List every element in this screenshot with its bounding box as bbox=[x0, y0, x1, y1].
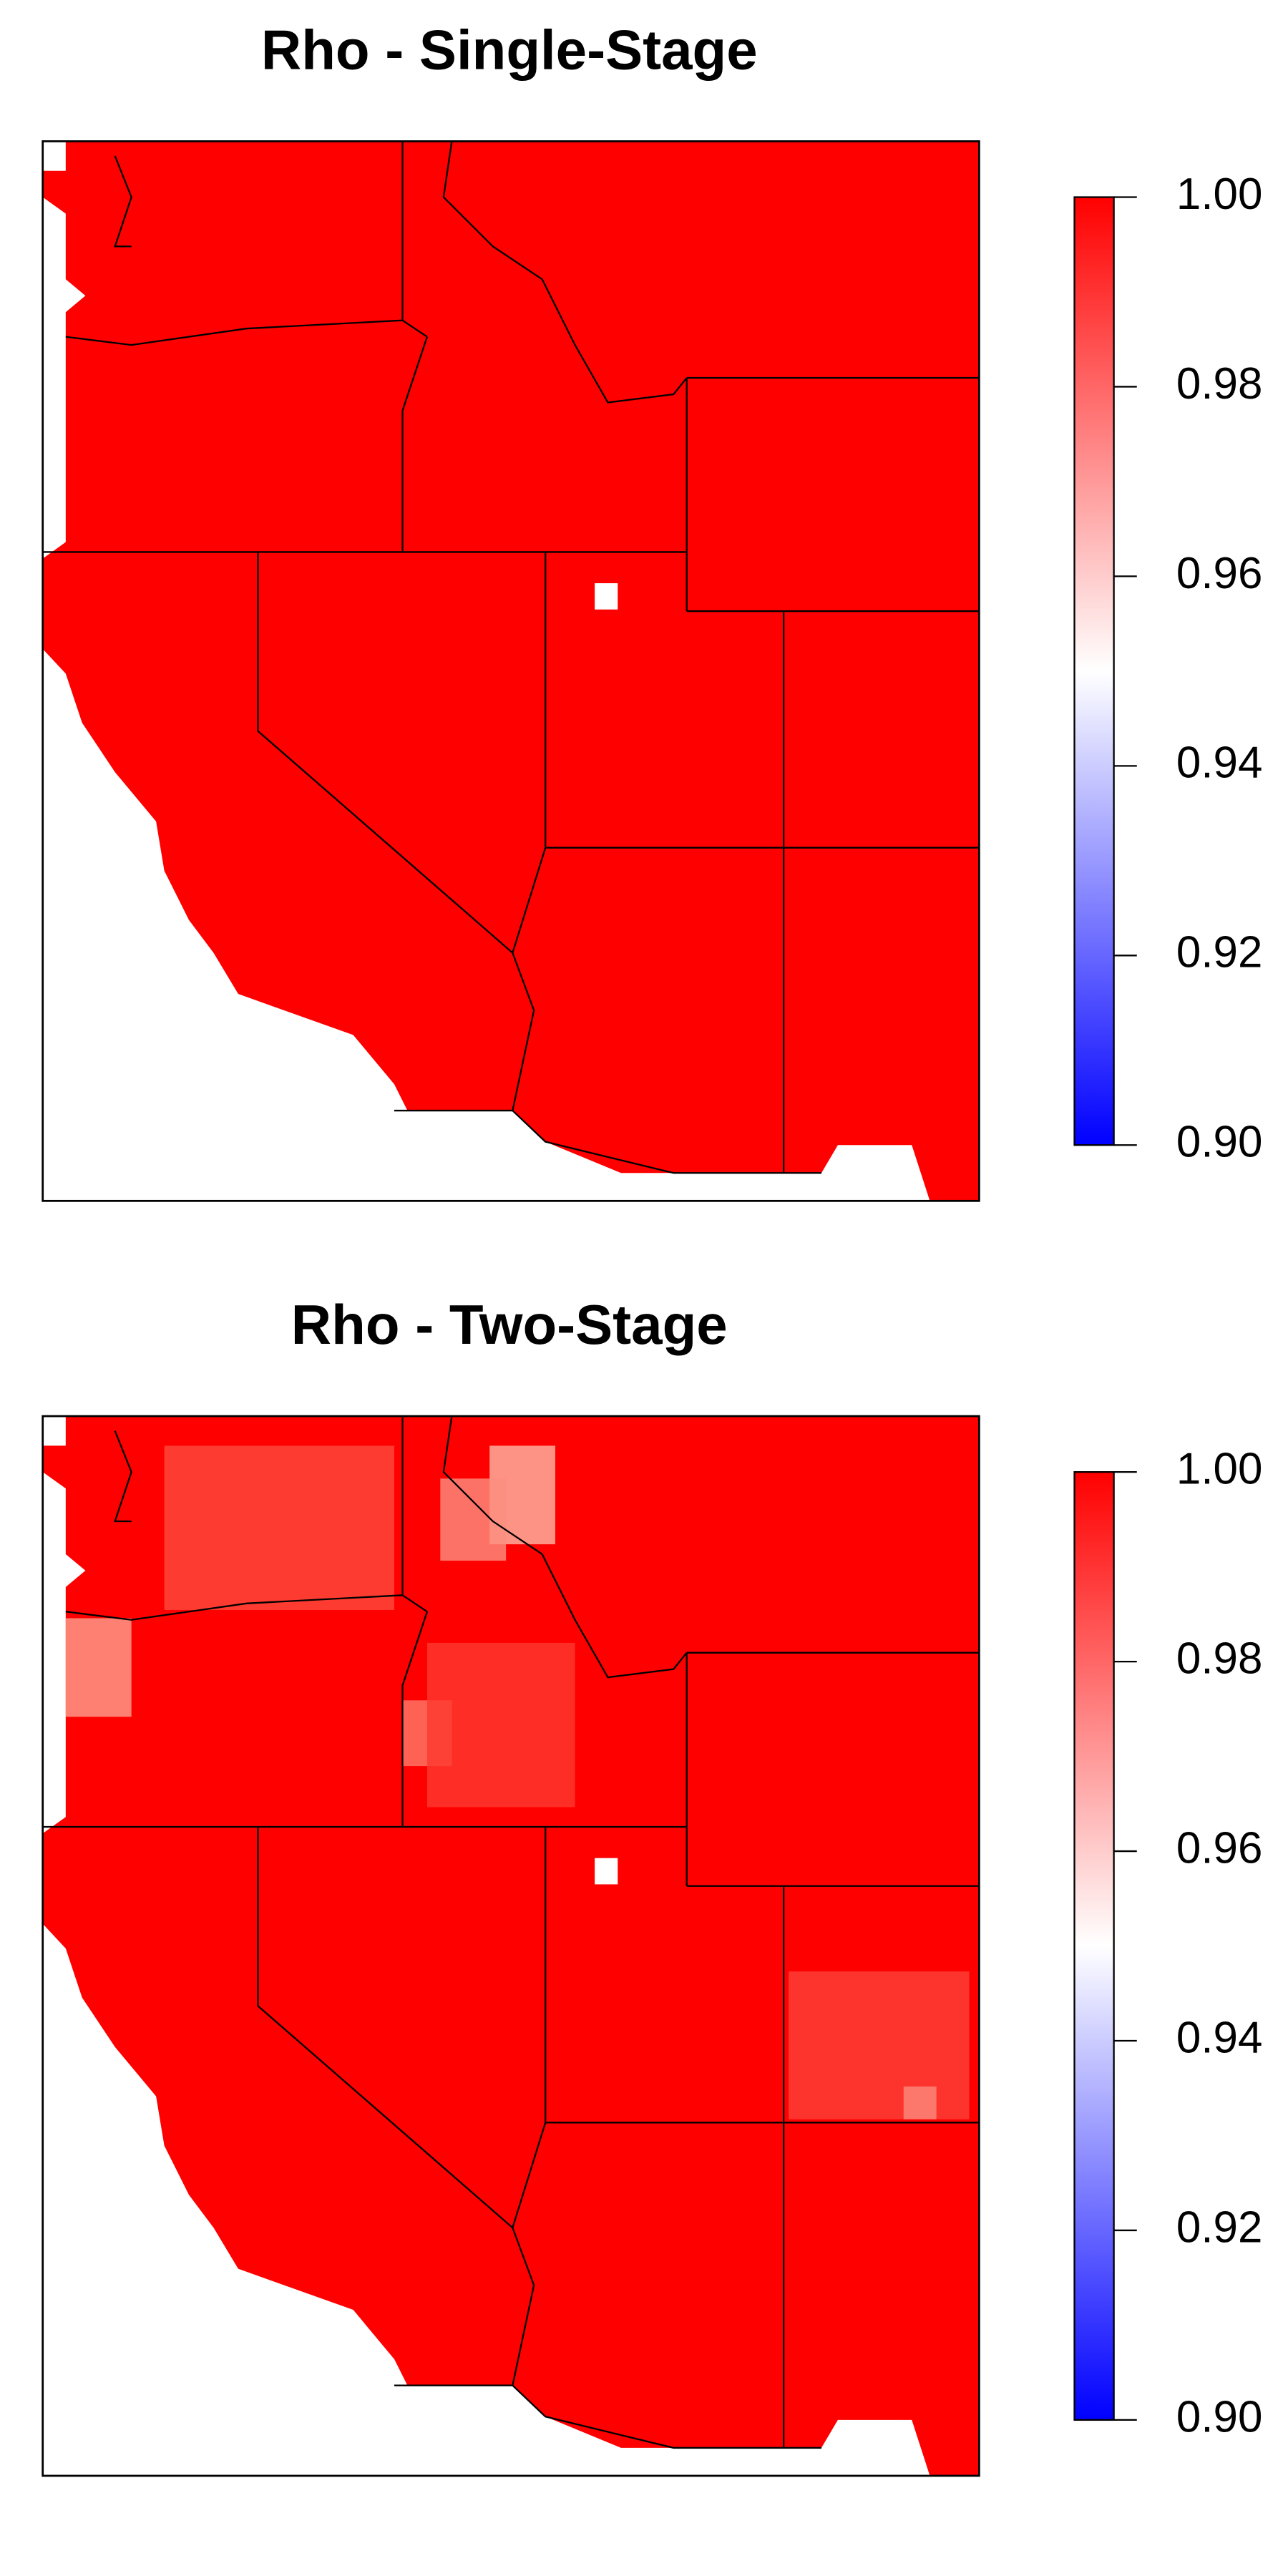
missing-cell bbox=[595, 583, 618, 610]
colorbar-tick-label: 0.96 bbox=[1176, 1823, 1263, 1873]
colorbar-tick-label: 0.90 bbox=[1176, 2392, 1263, 2441]
state-border bbox=[442, 1415, 688, 1679]
map-cell bbox=[440, 1478, 507, 1561]
map-land bbox=[42, 141, 980, 1201]
map-cell bbox=[164, 1445, 395, 1610]
colorbar bbox=[1073, 196, 1115, 1146]
colorbar-tick-label: 0.94 bbox=[1176, 738, 1263, 788]
plot-frame bbox=[42, 1415, 980, 2477]
state-border bbox=[394, 2384, 821, 2449]
state-border bbox=[65, 1594, 428, 1621]
panel: Rho - Single-Stage 0.90 0.92 0.94 0.96 0.98 1.… bbox=[42, 18, 1263, 1202]
state-border bbox=[114, 155, 132, 248]
state-border bbox=[512, 2122, 547, 2228]
chart-title: Rho - Single-Stage bbox=[261, 18, 758, 81]
state-border bbox=[401, 1611, 429, 1828]
plot-frame bbox=[42, 140, 980, 1202]
colorbar-tick-label: 1.00 bbox=[1176, 170, 1263, 219]
state-border bbox=[114, 1430, 132, 1523]
state-border bbox=[512, 847, 547, 953]
missing-cell bbox=[595, 1858, 618, 1885]
colorbar-tick-label: 0.92 bbox=[1176, 928, 1263, 977]
colorbar bbox=[1073, 1470, 1115, 2421]
state-border bbox=[394, 1109, 821, 1174]
state-border bbox=[65, 319, 428, 346]
colorbar-tick-label: 0.98 bbox=[1176, 1634, 1263, 1683]
colorbar-tick-label: 0.98 bbox=[1176, 359, 1263, 409]
colorbar-tick-label: 1.00 bbox=[1176, 1445, 1263, 1494]
map-cell bbox=[789, 1971, 970, 2119]
colorbar-tick-label: 0.92 bbox=[1176, 2202, 1263, 2252]
map-land bbox=[42, 1416, 980, 2476]
map-cell bbox=[903, 2086, 937, 2119]
chart-title: Rho - Two-Stage bbox=[291, 1293, 728, 1356]
state-border bbox=[442, 141, 688, 404]
state-border bbox=[401, 336, 429, 552]
colorbar-tick-label: 0.96 bbox=[1176, 549, 1263, 598]
map-cell bbox=[426, 1642, 575, 1807]
colorbar-tick-label: 0.94 bbox=[1176, 2013, 1263, 2062]
panel: Rho - Two-Stage 0.90 0.92 0.94 0.96 0.98 1.00 bbox=[42, 1293, 1263, 2477]
map-cell bbox=[65, 1618, 132, 1717]
colorbar-tick-label: 0.90 bbox=[1176, 1118, 1263, 1167]
